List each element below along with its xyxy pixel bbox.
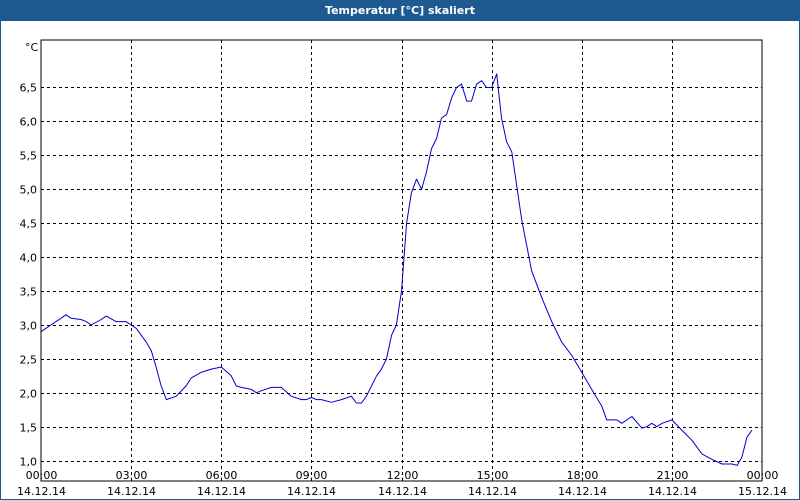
- y-axis-unit-label: °C: [25, 41, 39, 54]
- x-tick-date-label: 14.12.14: [468, 485, 517, 498]
- y-tick-label: 5,0: [20, 184, 38, 197]
- y-tick-label: 1,5: [20, 422, 38, 435]
- plot-area-border: [40, 39, 763, 482]
- x-tick-date-label: 14.12.14: [287, 485, 336, 498]
- x-tick-date-label: 14.12.14: [107, 485, 156, 498]
- chart-title: Temperatur [°C] skaliert: [1, 1, 799, 21]
- y-tick-label: 1,0: [20, 456, 38, 469]
- y-tick-label: 2,0: [20, 388, 38, 401]
- y-tick-label: 4,5: [20, 218, 38, 231]
- x-tick-time-label: 12:00: [387, 469, 419, 482]
- x-tick-time-label: 06:00: [206, 469, 238, 482]
- x-tick-time-label: 21:00: [657, 469, 689, 482]
- y-tick-label: 3,0: [20, 320, 38, 333]
- x-tick-date-label: 14.12.14: [17, 485, 66, 498]
- y-tick-label: 4,0: [20, 252, 38, 265]
- y-tick-label: 5,5: [20, 150, 38, 163]
- y-tick-label: 3,5: [20, 286, 38, 299]
- x-tick-time-label: 18:00: [567, 469, 599, 482]
- temperature-chart: 1,01,52,02,53,03,54,04,55,05,56,06,500:0…: [17, 39, 787, 498]
- y-tick-label: 6,0: [20, 116, 38, 129]
- x-tick-time-label: 03:00: [116, 469, 148, 482]
- x-tick-date-label: 14.12.14: [558, 485, 607, 498]
- temperature-series-line: [40, 73, 753, 466]
- x-tick-time-label: 09:00: [296, 469, 328, 482]
- y-tick-label: 2,5: [20, 354, 38, 367]
- x-tick-time-label: 15:00: [477, 469, 509, 482]
- x-tick-date-label: 14.12.14: [197, 485, 246, 498]
- x-tick-date-label: 14.12.14: [378, 485, 427, 498]
- y-tick-label: 6,5: [20, 82, 38, 95]
- x-tick-date-label: 14.12.14: [648, 485, 697, 498]
- x-tick-date-label: 15.12.14: [738, 485, 787, 498]
